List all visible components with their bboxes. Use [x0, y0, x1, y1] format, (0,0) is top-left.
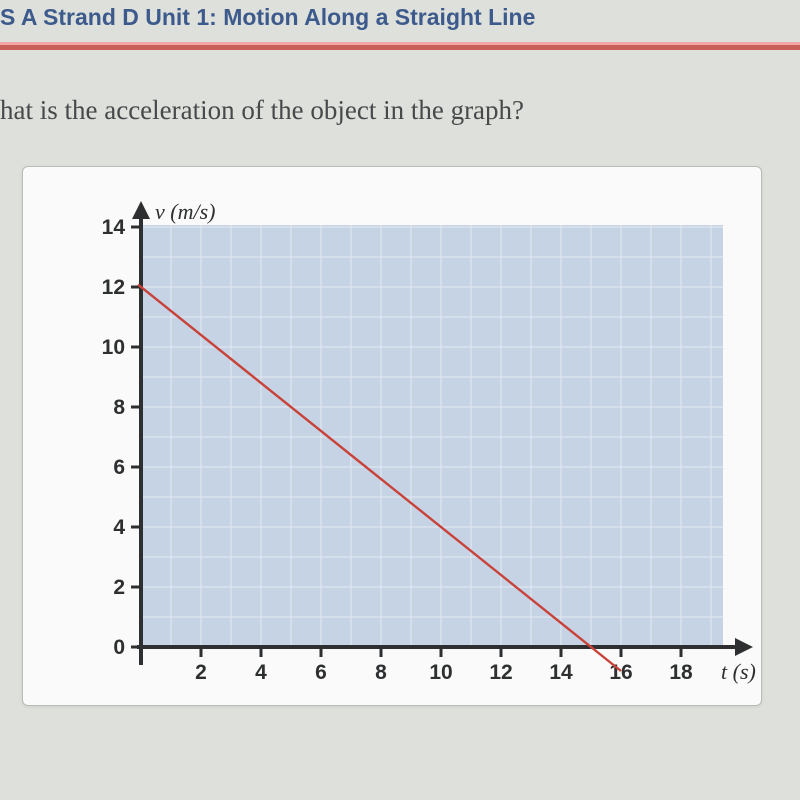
x-tick-label: 14: [549, 661, 573, 684]
y-tick-label: 12: [102, 276, 125, 299]
x-arrow-icon: [735, 638, 753, 656]
y-axis-label: v (m/s): [155, 199, 215, 224]
x-tick-label: 10: [429, 661, 452, 684]
vt-chart: 2468101214161802468101214v (m/s)t (s): [23, 167, 763, 707]
question-text: hat is the acceleration of the object in…: [0, 95, 800, 144]
divider-main: [0, 45, 800, 50]
chart-panel: 2468101214161802468101214v (m/s)t (s): [22, 166, 762, 706]
x-tick-label: 6: [315, 661, 327, 684]
y-tick-label: 4: [113, 516, 125, 539]
strand-text: S A Strand D Unit 1: Motion Along a Stra…: [0, 4, 535, 30]
y-tick-label: 6: [113, 456, 125, 479]
x-axis-label: t (s): [721, 659, 756, 684]
x-tick-label: 12: [489, 661, 512, 684]
y-tick-label: 0: [113, 636, 125, 659]
x-tick-label: 18: [669, 661, 693, 684]
x-tick-label: 2: [195, 661, 207, 684]
y-arrow-icon: [132, 201, 150, 219]
plot-bg: [141, 225, 723, 647]
divider-bar: [0, 42, 800, 50]
x-tick-label: 4: [255, 661, 267, 684]
x-tick-label: 8: [375, 661, 387, 684]
y-tick-label: 8: [113, 396, 125, 419]
strand-header: S A Strand D Unit 1: Motion Along a Stra…: [0, 0, 800, 37]
divider-highlight: [0, 42, 800, 45]
y-tick-label: 14: [102, 216, 126, 239]
y-tick-label: 2: [113, 576, 125, 599]
y-tick-label: 10: [102, 336, 125, 359]
